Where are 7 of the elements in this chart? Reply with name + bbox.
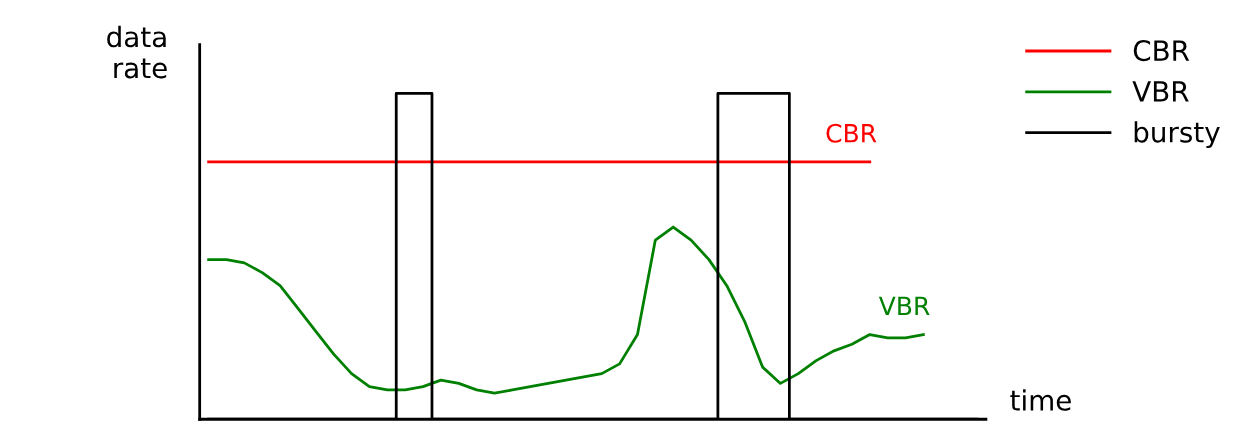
annotation: VBR	[878, 296, 930, 315]
legend-label: VBR	[1132, 81, 1189, 102]
legend-label: CBR	[1133, 40, 1190, 62]
y-axis-title: data rate	[107, 25, 167, 79]
x-axis-title: time	[1010, 389, 1071, 411]
legend-label: bursty	[1134, 121, 1220, 149]
annotation: CBR	[826, 123, 877, 143]
